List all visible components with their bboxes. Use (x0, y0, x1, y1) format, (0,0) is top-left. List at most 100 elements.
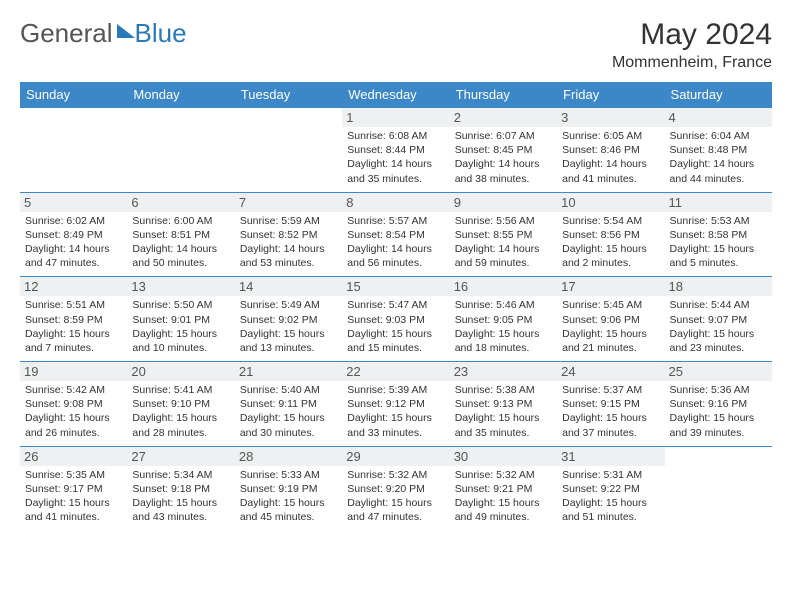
calendar-table: SundayMondayTuesdayWednesdayThursdayFrid… (20, 82, 772, 530)
day-info: Sunrise: 5:40 AMSunset: 9:11 PMDaylight:… (240, 383, 337, 440)
calendar-day-cell: 15 Sunrise: 5:47 AMSunset: 9:03 PMDayligh… (342, 277, 449, 362)
logo-text-general: General (20, 18, 113, 49)
day-info: Sunrise: 5:38 AMSunset: 9:13 PMDaylight:… (455, 383, 552, 440)
calendar-week-row: ...1Sunrise: 6:08 AMSunset: 8:44 PMDayli… (20, 108, 772, 193)
calendar-day-cell: 24 Sunrise: 5:37 AMSunset: 9:15 PMDayligh… (557, 362, 664, 447)
calendar-day-cell: . (20, 108, 127, 193)
day-info: Sunrise: 5:36 AMSunset: 9:16 PMDaylight:… (670, 383, 767, 440)
calendar-day-cell: 8 Sunrise: 5:57 AMSunset: 8:54 PMDaylight… (342, 192, 449, 277)
day-info: Sunrise: 5:37 AMSunset: 9:15 PMDaylight:… (562, 383, 659, 440)
day-info: Sunrise: 5:44 AMSunset: 9:07 PMDaylight:… (670, 298, 767, 355)
day-info: Sunrise: 5:56 AMSunset: 8:55 PMDaylight:… (455, 214, 552, 271)
calendar-day-cell: . (665, 446, 772, 530)
day-number: 20 (127, 362, 234, 381)
calendar-week-row: 5 Sunrise: 6:02 AMSunset: 8:49 PMDaylight… (20, 192, 772, 277)
day-info: Sunrise: 5:54 AMSunset: 8:56 PMDaylight:… (562, 214, 659, 271)
day-info: Sunrise: 5:31 AMSunset: 9:22 PMDaylight:… (562, 468, 659, 525)
day-number: 31 (557, 447, 664, 466)
logo: General Blue (20, 18, 187, 49)
column-header: Friday (557, 82, 664, 108)
day-number: 25 (665, 362, 772, 381)
day-info: Sunrise: 6:07 AMSunset: 8:45 PMDaylight:… (455, 129, 552, 186)
day-number: 22 (342, 362, 449, 381)
day-info: Sunrise: 5:57 AMSunset: 8:54 PMDaylight:… (347, 214, 444, 271)
header: General Blue May 2024 Mommenheim, France (20, 18, 772, 72)
day-number: 13 (127, 277, 234, 296)
day-number: 16 (450, 277, 557, 296)
day-number: 5 (20, 193, 127, 212)
day-number: 27 (127, 447, 234, 466)
calendar-day-cell: 19 Sunrise: 5:42 AMSunset: 9:08 PMDayligh… (20, 362, 127, 447)
calendar-day-cell: 31 Sunrise: 5:31 AMSunset: 9:22 PMDayligh… (557, 446, 664, 530)
day-number: 19 (20, 362, 127, 381)
column-header: Saturday (665, 82, 772, 108)
logo-text-blue: Blue (135, 18, 187, 49)
day-info: Sunrise: 5:47 AMSunset: 9:03 PMDaylight:… (347, 298, 444, 355)
column-header: Monday (127, 82, 234, 108)
calendar-day-cell: . (235, 108, 342, 193)
calendar-day-cell: 12 Sunrise: 5:51 AMSunset: 8:59 PMDayligh… (20, 277, 127, 362)
day-number: 30 (450, 447, 557, 466)
calendar-day-cell: 10Sunrise: 5:54 AMSunset: 8:56 PMDayligh… (557, 192, 664, 277)
day-info: Sunrise: 5:42 AMSunset: 9:08 PMDaylight:… (25, 383, 122, 440)
day-info: Sunrise: 6:02 AMSunset: 8:49 PMDaylight:… (25, 214, 122, 271)
day-info: Sunrise: 5:34 AMSunset: 9:18 PMDaylight:… (132, 468, 229, 525)
calendar-day-cell: 1Sunrise: 6:08 AMSunset: 8:44 PMDaylight… (342, 108, 449, 193)
calendar-day-cell: 25 Sunrise: 5:36 AMSunset: 9:16 PMDayligh… (665, 362, 772, 447)
day-info: Sunrise: 5:49 AMSunset: 9:02 PMDaylight:… (240, 298, 337, 355)
day-number: 7 (235, 193, 342, 212)
calendar-day-cell: 26 Sunrise: 5:35 AMSunset: 9:17 PMDayligh… (20, 446, 127, 530)
calendar-day-cell: 4Sunrise: 6:04 AMSunset: 8:48 PMDaylight… (665, 108, 772, 193)
day-number: 15 (342, 277, 449, 296)
calendar-day-cell: 5 Sunrise: 6:02 AMSunset: 8:49 PMDaylight… (20, 192, 127, 277)
day-number: 14 (235, 277, 342, 296)
day-number: 12 (20, 277, 127, 296)
day-info: Sunrise: 5:32 AMSunset: 9:21 PMDaylight:… (455, 468, 552, 525)
day-number: 4 (665, 108, 772, 127)
column-header: Sunday (20, 82, 127, 108)
day-info: Sunrise: 5:50 AMSunset: 9:01 PMDaylight:… (132, 298, 229, 355)
day-info: Sunrise: 6:00 AMSunset: 8:51 PMDaylight:… (132, 214, 229, 271)
day-number: 9 (450, 193, 557, 212)
day-info: Sunrise: 5:51 AMSunset: 8:59 PMDaylight:… (25, 298, 122, 355)
calendar-day-cell: 11 Sunrise: 5:53 AMSunset: 8:58 PMDayligh… (665, 192, 772, 277)
calendar-day-cell: 6Sunrise: 6:00 AMSunset: 8:51 PMDaylight… (127, 192, 234, 277)
day-number: 23 (450, 362, 557, 381)
calendar-day-cell: . (127, 108, 234, 193)
day-number: 24 (557, 362, 664, 381)
day-number: 18 (665, 277, 772, 296)
day-number: 11 (665, 193, 772, 212)
day-info: Sunrise: 5:41 AMSunset: 9:10 PMDaylight:… (132, 383, 229, 440)
calendar-day-cell: 16 Sunrise: 5:46 AMSunset: 9:05 PMDayligh… (450, 277, 557, 362)
day-number: 26 (20, 447, 127, 466)
calendar-week-row: 26 Sunrise: 5:35 AMSunset: 9:17 PMDayligh… (20, 446, 772, 530)
location-text: Mommenheim, France (612, 54, 772, 72)
calendar-week-row: 19 Sunrise: 5:42 AMSunset: 9:08 PMDayligh… (20, 362, 772, 447)
day-info: Sunrise: 5:46 AMSunset: 9:05 PMDaylight:… (455, 298, 552, 355)
calendar-day-cell: 29Sunrise: 5:32 AMSunset: 9:20 PMDayligh… (342, 446, 449, 530)
calendar-day-cell: 28Sunrise: 5:33 AMSunset: 9:19 PMDayligh… (235, 446, 342, 530)
day-info: Sunrise: 5:59 AMSunset: 8:52 PMDaylight:… (240, 214, 337, 271)
calendar-header-row: SundayMondayTuesdayWednesdayThursdayFrid… (20, 82, 772, 108)
calendar-day-cell: 22 Sunrise: 5:39 AMSunset: 9:12 PMDayligh… (342, 362, 449, 447)
day-info: Sunrise: 5:39 AMSunset: 9:12 PMDaylight:… (347, 383, 444, 440)
day-info: Sunrise: 6:05 AMSunset: 8:46 PMDaylight:… (562, 129, 659, 186)
calendar-day-cell: 18 Sunrise: 5:44 AMSunset: 9:07 PMDayligh… (665, 277, 772, 362)
calendar-day-cell: 21Sunrise: 5:40 AMSunset: 9:11 PMDayligh… (235, 362, 342, 447)
calendar-day-cell: 17Sunrise: 5:45 AMSunset: 9:06 PMDayligh… (557, 277, 664, 362)
day-info: Sunrise: 5:45 AMSunset: 9:06 PMDaylight:… (562, 298, 659, 355)
calendar-day-cell: 14 Sunrise: 5:49 AMSunset: 9:02 PMDayligh… (235, 277, 342, 362)
calendar-day-cell: 7 Sunrise: 5:59 AMSunset: 8:52 PMDaylight… (235, 192, 342, 277)
calendar-day-cell: 3 Sunrise: 6:05 AMSunset: 8:46 PMDaylight… (557, 108, 664, 193)
calendar-day-cell: 23 Sunrise: 5:38 AMSunset: 9:13 PMDayligh… (450, 362, 557, 447)
calendar-day-cell: 30 Sunrise: 5:32 AMSunset: 9:21 PMDayligh… (450, 446, 557, 530)
day-number: 8 (342, 193, 449, 212)
column-header: Thursday (450, 82, 557, 108)
day-number: 29 (342, 447, 449, 466)
day-number: 3 (557, 108, 664, 127)
calendar-day-cell: 2Sunrise: 6:07 AMSunset: 8:45 PMDaylight… (450, 108, 557, 193)
column-header: Tuesday (235, 82, 342, 108)
day-info: Sunrise: 5:35 AMSunset: 9:17 PMDaylight:… (25, 468, 122, 525)
calendar-day-cell: 9 Sunrise: 5:56 AMSunset: 8:55 PMDaylight… (450, 192, 557, 277)
day-info: Sunrise: 5:53 AMSunset: 8:58 PMDaylight:… (670, 214, 767, 271)
